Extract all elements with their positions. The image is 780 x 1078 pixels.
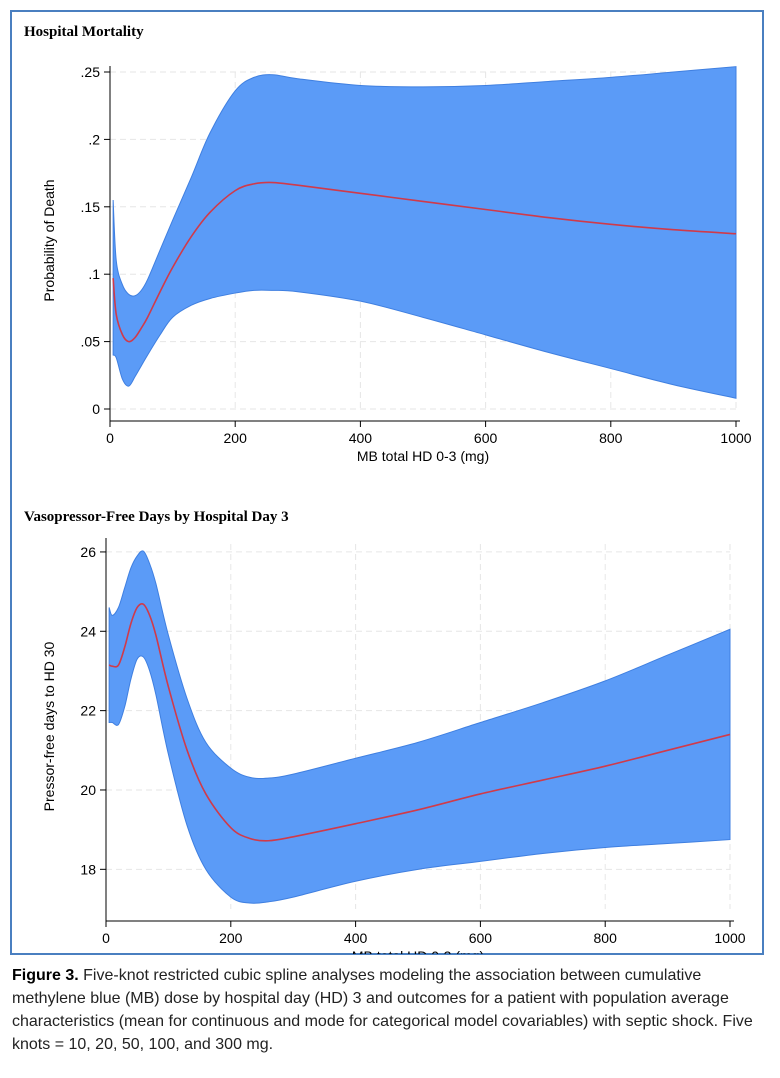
panel-title-mortality: Hospital Mortality [24,24,144,40]
pressor-ytick-label-1: 20 [80,782,96,798]
chart-vasopressor-free-days: 18 20 22 24 26 0 200 400 600 800 1000 MB total HD 0… [41,538,746,954]
pressor-ytick-label-4: 26 [80,544,96,560]
mortality-y-axis-label: Probability of Death [41,179,57,301]
mortality-estimate-line [112,181,737,343]
mortality-ytick-label-4: .2 [88,131,100,147]
pressor-x-axis-label: MB total HD 0-3 (mg) [352,948,484,954]
mortality-xtick-label-5: 1000 [720,430,751,446]
pressor-ytick-label-0: 18 [80,861,96,877]
mortality-ytick-label-3: .15 [81,199,101,215]
mortality-ytick-label-5: .25 [81,64,101,80]
chart-hospital-mortality: 0 .05 .1 .15 .2 .25 0 200 400 600 800 1000 MB total … [41,64,752,464]
figure-frame: Hospital Mortality 0.05.1.15.2.25 0 200 400… [10,10,764,955]
caption-label: Figure 3. [12,967,79,984]
caption-text: Five-knot restricted cubic spline analys… [12,967,753,1053]
mortality-xtick-label-3: 600 [474,430,498,446]
pressor-xtick-label-4: 800 [594,930,618,946]
mortality-xtick-label-4: 800 [599,430,623,446]
mortality-ytick-label-1: .05 [81,334,101,350]
mortality-x-axis-label: MB total HD 0-3 (mg) [357,448,489,464]
pressor-xtick-label-1: 200 [219,930,243,946]
pressor-xtick-label-5: 1000 [714,930,745,946]
pressor-estimate-line [108,602,731,842]
mortality-ytick-label-2: .1 [88,266,100,282]
pressor-ytick-label-3: 24 [80,623,96,639]
pressor-xtick-label-3: 600 [469,930,493,946]
figure-caption: Figure 3. Five-knot restricted cubic spl… [12,964,764,1056]
mortality-ytick-label-0: 0 [92,401,100,417]
pressor-confidence-band [108,550,731,904]
pressor-y-axis-label: Pressor-free days to HD 30 [41,641,57,811]
mortality-xtick-label-2: 400 [349,430,373,446]
mortality-xtick-label-0: 0 [106,430,114,446]
pressor-ytick-label-2: 22 [80,703,96,719]
mortality-xtick-label-1: 200 [224,430,248,446]
panel-title-vasopressor: Vasopressor-Free Days by Hospital Day 3 [24,509,289,525]
pressor-xtick-label-0: 0 [102,930,110,946]
mortality-confidence-band [112,66,737,399]
pressor-xtick-label-2: 400 [344,930,368,946]
